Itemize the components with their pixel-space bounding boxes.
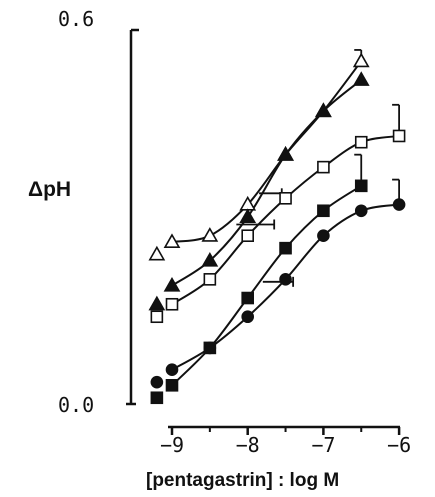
y-axis-label: ΔpH [28, 178, 71, 201]
data-point-filled-circle [354, 204, 368, 218]
x-ticks [170, 427, 401, 435]
data-point-filled-triangle [239, 208, 257, 224]
x-tick-labels: −9 −8 −7 −6 [160, 433, 411, 457]
data-point-filled-triangle [315, 102, 332, 118]
data-point-filled-triangle [148, 295, 166, 311]
x-tick-label: −8 [236, 433, 260, 457]
data-point-open-square [241, 229, 254, 242]
data-point-filled-square [354, 179, 368, 193]
data-point-open-square [165, 297, 179, 311]
x-axis-label: [pentagastrin] : log M [146, 470, 339, 491]
data-point-filled-circle [165, 363, 179, 377]
data-point-filled-triangle [201, 252, 219, 267]
x-tick-label: −9 [160, 433, 184, 457]
data-point-filled-square [165, 378, 179, 392]
data-point-open-triangle [201, 227, 219, 242]
fitted-curve-filled-triangle [171, 79, 362, 287]
y-tick-label-top: 0.6 [58, 7, 94, 31]
data-point-open-square [354, 135, 368, 149]
data-point-open-triangle [352, 52, 370, 68]
y-tick-label-bottom: 0.0 [58, 393, 94, 417]
data-point-open-square [279, 192, 292, 205]
x-tick-label: −6 [387, 433, 411, 457]
data-point-filled-circle [317, 229, 330, 242]
data-point-open-square [392, 129, 406, 143]
x-tick-label: −7 [311, 433, 335, 457]
data-point-open-square [150, 310, 164, 324]
data-point-open-square [317, 160, 330, 174]
data-point-filled-triangle [277, 146, 294, 161]
data-point-open-triangle [148, 245, 166, 261]
data-point-filled-circle [392, 198, 406, 211]
data-point-open-triangle [163, 233, 181, 248]
data-point-filled-circle [150, 375, 164, 389]
data-point-open-square [203, 273, 217, 286]
data-point-filled-circle [241, 310, 254, 324]
data-point-filled-triangle [352, 71, 370, 86]
data-point-filled-circle [203, 341, 217, 355]
data-point-filled-square [241, 291, 254, 305]
fitted-curves [171, 60, 400, 387]
data-point-filled-circle [279, 273, 292, 286]
data-point-filled-square [279, 241, 292, 255]
data-point-filled-triangle [163, 276, 181, 292]
data-point-filled-square [317, 204, 330, 218]
data-markers [148, 52, 406, 405]
data-point-filled-square [150, 391, 164, 405]
y-tick-labels: 0.6 0.0 [58, 7, 94, 417]
